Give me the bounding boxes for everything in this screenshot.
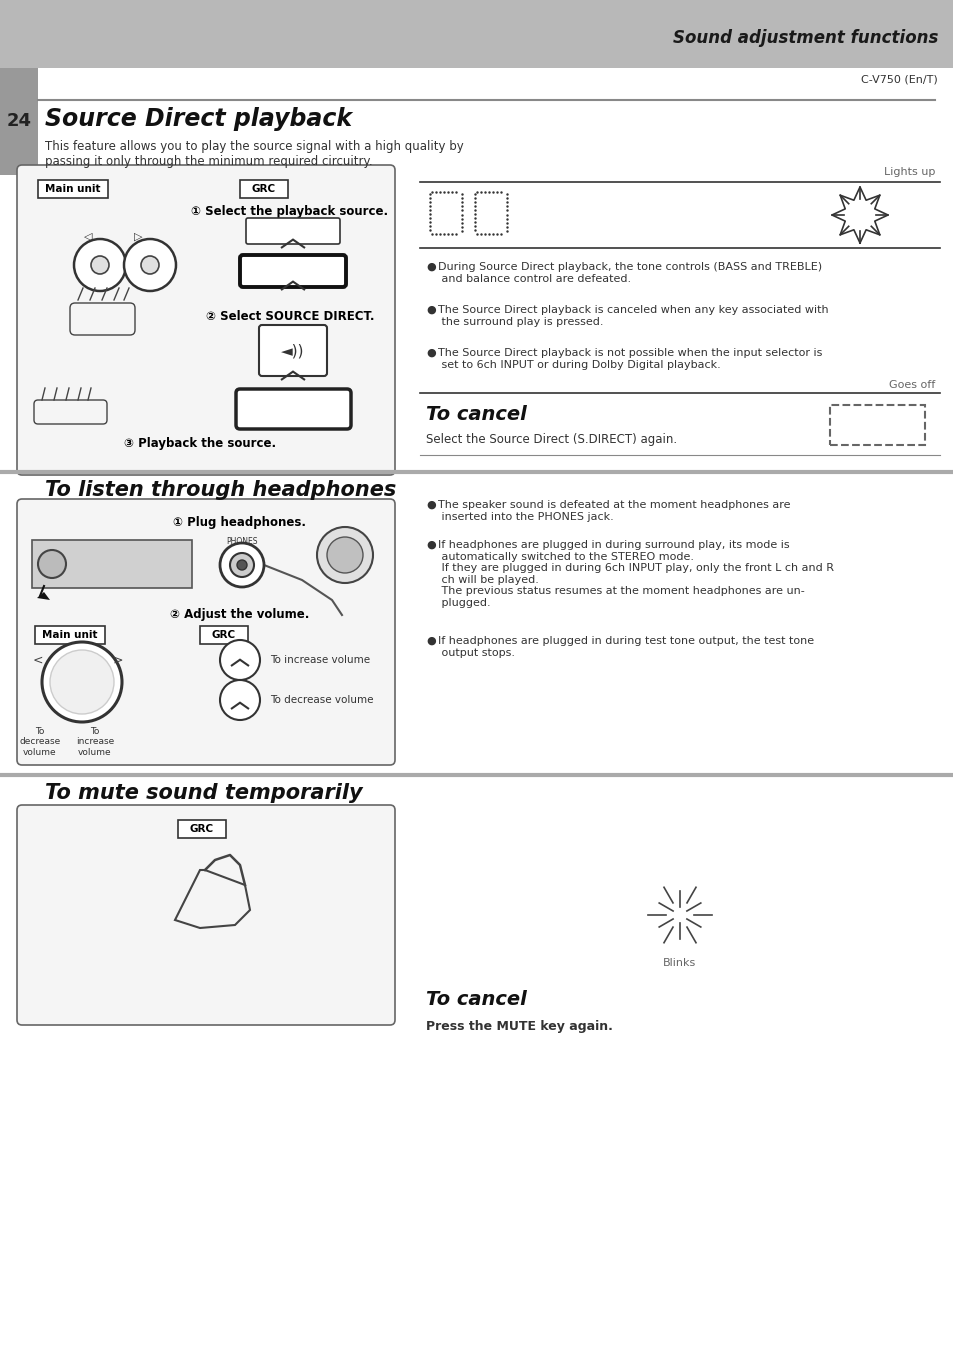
Circle shape bbox=[141, 255, 159, 274]
Text: 24: 24 bbox=[7, 112, 31, 130]
FancyBboxPatch shape bbox=[17, 165, 395, 476]
FancyBboxPatch shape bbox=[258, 326, 327, 376]
Polygon shape bbox=[37, 592, 50, 600]
Text: Main unit: Main unit bbox=[45, 184, 101, 195]
Text: ●: ● bbox=[426, 500, 436, 509]
Text: GRC: GRC bbox=[212, 630, 235, 640]
Text: To mute sound temporarily: To mute sound temporarily bbox=[45, 784, 362, 802]
Text: C-V750 (En/T): C-V750 (En/T) bbox=[861, 76, 937, 85]
Text: Source Direct playback: Source Direct playback bbox=[45, 107, 352, 131]
Bar bbox=[32, 540, 192, 588]
FancyBboxPatch shape bbox=[240, 255, 346, 286]
Circle shape bbox=[38, 550, 66, 578]
Text: This feature allows you to play the source signal with a high quality by
passing: This feature allows you to play the sour… bbox=[45, 141, 463, 168]
Bar bbox=[829, 405, 924, 444]
Circle shape bbox=[124, 239, 175, 290]
Text: ●: ● bbox=[426, 262, 436, 272]
Circle shape bbox=[220, 543, 264, 586]
Text: Blinks: Blinks bbox=[662, 958, 696, 969]
Text: ●: ● bbox=[426, 540, 436, 550]
Circle shape bbox=[327, 536, 363, 573]
Circle shape bbox=[230, 553, 253, 577]
Text: To cancel: To cancel bbox=[426, 990, 526, 1009]
Text: ② Select SOURCE DIRECT.: ② Select SOURCE DIRECT. bbox=[206, 309, 374, 323]
Text: The Source Direct playback is not possible when the input selector is
 set to 6c: The Source Direct playback is not possib… bbox=[437, 349, 821, 370]
Bar bbox=[178, 820, 226, 838]
Circle shape bbox=[42, 642, 122, 721]
Text: If headphones are plugged in during surround play, its mode is
 automatically sw: If headphones are plugged in during surr… bbox=[437, 540, 833, 608]
Text: ① Select the playback source.: ① Select the playback source. bbox=[192, 205, 388, 218]
Text: To increase volume: To increase volume bbox=[270, 655, 370, 665]
Circle shape bbox=[236, 561, 247, 570]
Bar bbox=[38, 180, 108, 199]
Text: During Source Direct playback, the tone controls (BASS and TREBLE)
 and balance : During Source Direct playback, the tone … bbox=[437, 262, 821, 284]
Text: Goes off: Goes off bbox=[888, 380, 934, 390]
Text: GRC: GRC bbox=[252, 184, 275, 195]
Text: To decrease volume: To decrease volume bbox=[270, 694, 374, 705]
Circle shape bbox=[220, 680, 260, 720]
Circle shape bbox=[91, 255, 109, 274]
Bar bbox=[430, 192, 461, 234]
Text: To
increase
volume: To increase volume bbox=[76, 727, 114, 757]
Text: ◁: ◁ bbox=[84, 232, 92, 242]
Circle shape bbox=[74, 239, 126, 290]
Text: ●: ● bbox=[426, 349, 436, 358]
FancyBboxPatch shape bbox=[235, 389, 351, 430]
Text: ▷: ▷ bbox=[133, 232, 142, 242]
Text: To listen through headphones: To listen through headphones bbox=[45, 480, 395, 500]
Bar bbox=[0, 68, 38, 176]
Text: To cancel: To cancel bbox=[426, 405, 526, 424]
Text: GRC: GRC bbox=[190, 824, 213, 834]
Text: ●: ● bbox=[426, 636, 436, 646]
Text: Main unit: Main unit bbox=[42, 630, 97, 640]
Bar bbox=[35, 626, 105, 644]
Circle shape bbox=[50, 650, 113, 713]
Bar bbox=[475, 192, 506, 234]
FancyBboxPatch shape bbox=[17, 805, 395, 1025]
Text: The Source Direct playback is canceled when any key associated with
 the surroun: The Source Direct playback is canceled w… bbox=[437, 305, 828, 327]
Text: If headphones are plugged in during test tone output, the test tone
 output stop: If headphones are plugged in during test… bbox=[437, 636, 813, 658]
FancyBboxPatch shape bbox=[17, 499, 395, 765]
Text: Press the MUTE key again.: Press the MUTE key again. bbox=[426, 1020, 612, 1034]
Bar bbox=[240, 180, 288, 199]
Text: To
decrease
volume: To decrease volume bbox=[19, 727, 61, 757]
Text: ●: ● bbox=[426, 305, 436, 315]
Text: Select the Source Direct (S.DIRECT) again.: Select the Source Direct (S.DIRECT) agai… bbox=[426, 434, 677, 446]
Bar bbox=[0, 0, 953, 68]
Circle shape bbox=[220, 640, 260, 680]
Text: >: > bbox=[112, 654, 123, 666]
Text: ③ Playback the source.: ③ Playback the source. bbox=[124, 436, 275, 450]
Text: ◄)): ◄)) bbox=[281, 343, 304, 358]
Circle shape bbox=[316, 527, 373, 584]
Text: Lights up: Lights up bbox=[882, 168, 934, 177]
Bar bbox=[200, 626, 248, 644]
Text: Sound adjustment functions: Sound adjustment functions bbox=[672, 28, 937, 47]
FancyBboxPatch shape bbox=[246, 218, 339, 245]
Text: <: < bbox=[32, 654, 43, 666]
Text: PHONES: PHONES bbox=[226, 536, 257, 546]
Text: ① Plug headphones.: ① Plug headphones. bbox=[173, 516, 306, 530]
Text: ② Adjust the volume.: ② Adjust the volume. bbox=[171, 608, 310, 621]
Text: The speaker sound is defeated at the moment headphones are
 inserted into the PH: The speaker sound is defeated at the mom… bbox=[437, 500, 790, 521]
